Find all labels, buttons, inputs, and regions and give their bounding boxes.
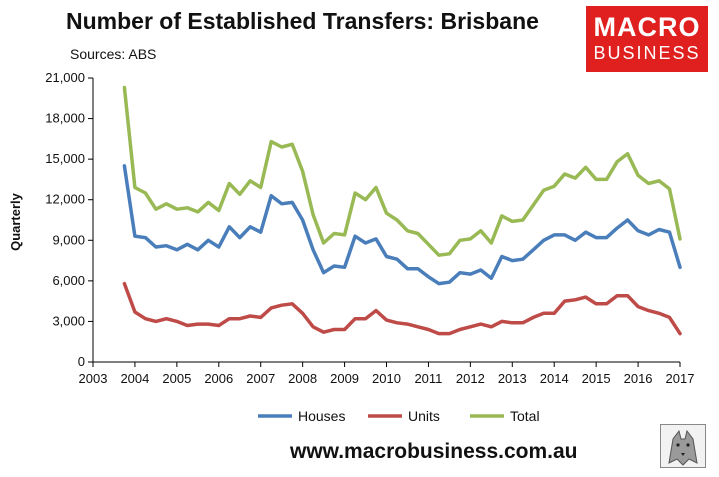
- chart-title: Number of Established Transfers: Brisban…: [66, 8, 539, 34]
- macrobusiness-logo: MACRO BUSINESS: [586, 6, 708, 72]
- series-line-total: [122, 85, 682, 257]
- x-tick-label: 2015: [582, 371, 611, 386]
- x-tick-label: 2008: [288, 371, 317, 386]
- y-tick-label: 0: [78, 354, 85, 369]
- logo-line1: MACRO: [593, 12, 701, 42]
- legend-label-houses: Houses: [298, 408, 345, 424]
- y-tick-label: 6,000: [52, 273, 85, 288]
- x-tick-label: 2009: [330, 371, 359, 386]
- x-tick-label: 2010: [372, 371, 401, 386]
- y-tick-label: 18,000: [45, 111, 85, 126]
- x-tick-label: 2014: [540, 371, 569, 386]
- y-tick-label: 3,000: [52, 313, 85, 328]
- legend-label-total: Total: [510, 408, 540, 424]
- x-tick-label: 2011: [414, 371, 442, 386]
- x-tick-label: 2016: [624, 371, 653, 386]
- y-tick-label: 21,000: [45, 70, 85, 85]
- y-tick-label: 15,000: [45, 151, 85, 166]
- y-axis-label: Quarterly: [8, 192, 23, 251]
- series-line-houses: [122, 164, 682, 286]
- x-tick-label: 2006: [204, 371, 233, 386]
- legend-label-units: Units: [408, 408, 440, 424]
- x-tick-label: 2004: [120, 371, 149, 386]
- x-tick-label: 2005: [162, 371, 191, 386]
- series-lines: [122, 85, 682, 336]
- website-url: www.macrobusiness.com.au: [290, 440, 578, 463]
- y-tick-label: 12,000: [45, 192, 85, 207]
- y-tick-label: 9,000: [52, 232, 85, 247]
- logo-line2: BUSINESS: [593, 43, 701, 63]
- chart-subtitle: Sources: ABS: [70, 46, 157, 62]
- x-tick-label: 2012: [456, 371, 485, 386]
- series-line-units: [122, 281, 682, 336]
- x-tick-label: 2017: [666, 371, 695, 386]
- y-ticks: 0 3,000 6,000 9,000 12,000 15,000 18,000 21,000: [45, 70, 93, 369]
- x-tick-label: 2003: [79, 371, 108, 386]
- x-tick-label: 2013: [498, 371, 527, 386]
- legend: Houses Units Total: [258, 408, 540, 424]
- x-tick-label: 2007: [246, 371, 275, 386]
- x-ticks: 2003 2004 2005 2006 2007 2008 2009 2010 2011 2012…: [79, 362, 695, 386]
- wolf-logo-icon: [660, 424, 706, 468]
